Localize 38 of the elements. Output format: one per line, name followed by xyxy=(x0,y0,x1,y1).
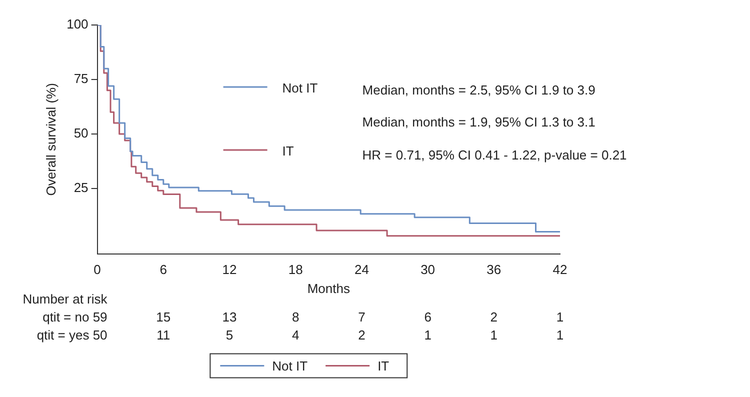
text: 2 xyxy=(490,309,498,324)
y-tick-label: 100 xyxy=(66,16,88,32)
annotation: Median, months = 1.9, 95% CI 1.3 to 3.1 xyxy=(362,114,596,130)
text: 4 xyxy=(292,327,300,342)
x-tick-label: 42 xyxy=(552,262,568,278)
x-tick-label: 18 xyxy=(288,262,303,278)
x-tick-label: 30 xyxy=(420,262,436,278)
x-tick-label: 36 xyxy=(486,262,502,278)
text: 6 xyxy=(424,309,432,324)
y-axis-title: Overall survival (%) xyxy=(43,83,58,196)
text: 1 xyxy=(424,327,432,342)
text: 11 xyxy=(156,327,170,342)
text: 1 xyxy=(490,327,498,342)
annotation: Median, months = 2.5, 95% CI 1.9 to 3.9 xyxy=(362,82,596,98)
x-tick-label: 12 xyxy=(222,262,237,278)
text: 8 xyxy=(292,309,300,324)
text: 13 xyxy=(222,309,237,324)
annotation: HR = 0.71, 95% CI 0.41 - 1.22, p-value = 0.21 xyxy=(362,148,627,163)
text: qtit = yes 50 xyxy=(36,327,108,342)
x-axis-title: Months xyxy=(307,280,350,296)
y-tick-label: 25 xyxy=(74,180,88,196)
x-tick-label: 6 xyxy=(160,262,168,278)
legend-label: Not IT xyxy=(282,80,318,96)
text: 1 xyxy=(556,309,564,324)
y-tick-label: 50 xyxy=(74,126,88,141)
text: IT xyxy=(378,358,390,374)
x-tick-label: 24 xyxy=(354,262,369,278)
text: qtit = no 59 xyxy=(42,309,108,324)
legend-label: IT xyxy=(282,144,294,159)
x-tick-label: 0 xyxy=(94,262,101,278)
text: 5 xyxy=(226,327,234,342)
text: 15 xyxy=(156,309,171,324)
text: 2 xyxy=(358,327,366,342)
text: Not IT xyxy=(272,358,308,374)
text: 7 xyxy=(358,309,366,324)
text: Number at risk xyxy=(22,291,108,306)
y-tick-label: 75 xyxy=(74,71,88,86)
text: 1 xyxy=(556,327,564,342)
